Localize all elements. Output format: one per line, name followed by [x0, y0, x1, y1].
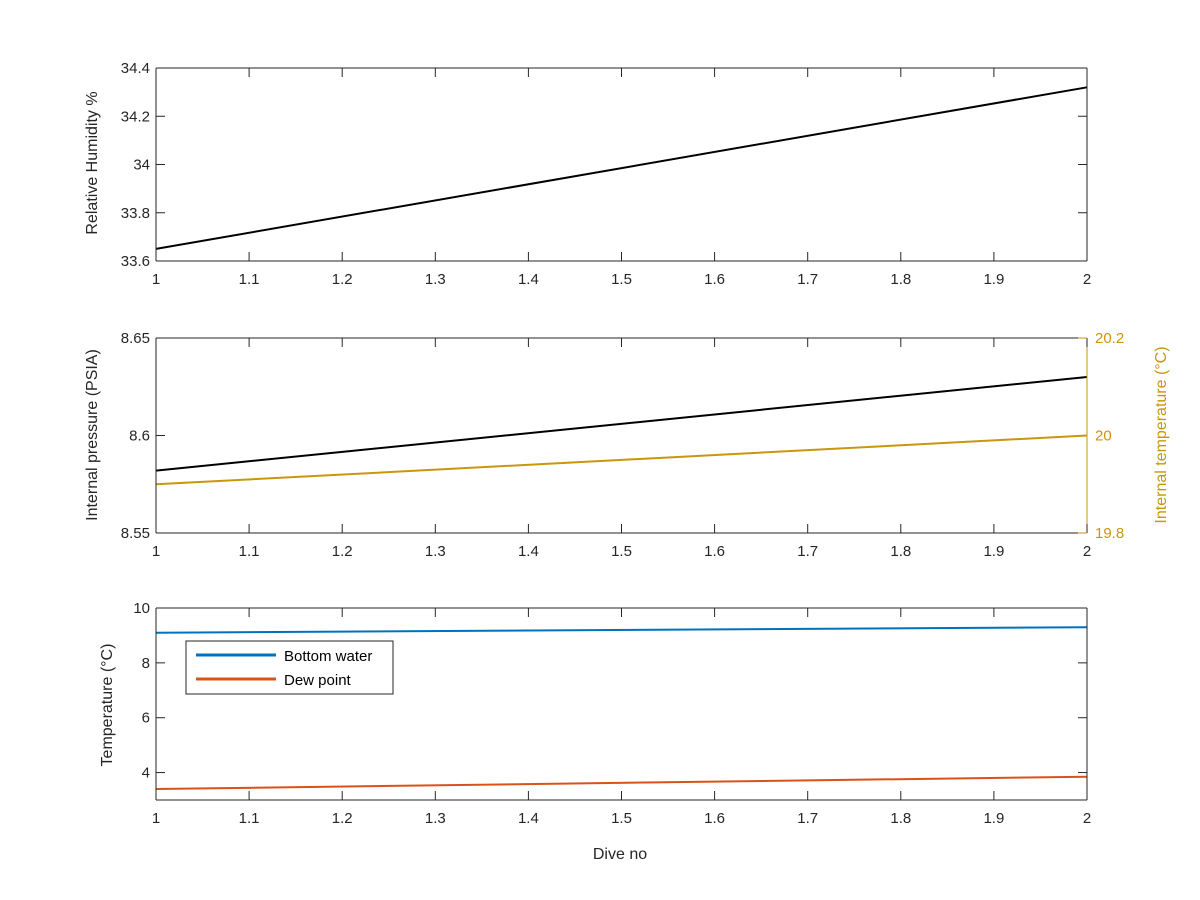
pressure-x-tick-label: 1.4: [518, 543, 539, 560]
humidity-series-line-0: [155, 86, 1088, 250]
temperature-y-tick-label: 10: [133, 600, 150, 617]
humidity-x-tick-label: 1.8: [890, 271, 911, 288]
pressure-x-tick-label: 1.1: [239, 543, 260, 560]
legend-box: [185, 640, 394, 695]
pressure-y-tick-label: 8.65: [121, 330, 150, 347]
pressure-right-y-tick-label: 20.2: [1095, 330, 1124, 347]
pressure-x-tick-label: 1.3: [425, 543, 446, 560]
humidity-x-tick-label: 1.3: [425, 271, 446, 288]
temperature-series-line-0: [155, 626, 1088, 634]
pressure-y-tick-label: 8.55: [121, 525, 150, 542]
temperature-ylabel: Temperature (°C): [99, 644, 116, 767]
humidity-x-tick-label: 1.6: [704, 271, 725, 288]
humidity-y-tick-label: 33.6: [121, 253, 150, 270]
temperature-x-tick-label: 1.3: [425, 810, 446, 827]
humidity-x-tick-label: 1.7: [797, 271, 818, 288]
temperature-series-line-1: [155, 775, 1088, 790]
temperature-x-tick-label: 1.6: [704, 810, 725, 827]
temperature-x-tick-label: 1.5: [611, 810, 632, 827]
pressure-x-tick-label: 1.7: [797, 543, 818, 560]
legend: Bottom water Dew point: [185, 640, 394, 695]
pressure-x-tick-label: 1.2: [332, 543, 353, 560]
pressure-x-tick-label: 1: [152, 543, 160, 560]
temperature-y-tick-label: 4: [142, 765, 150, 782]
temperature-x-tick-label: 1.9: [983, 810, 1004, 827]
humidity-y-tick-label: 34: [133, 157, 150, 174]
humidity-x-tick-label: 1: [152, 271, 160, 288]
pressure-series-line-0: [155, 376, 1088, 472]
pressure-x-tick-label: 1.9: [983, 543, 1004, 560]
temperature-x-tick-label: 1.2: [332, 810, 353, 827]
pressure-panel: Internal pressure (PSIA) Internal temper…: [84, 330, 1170, 560]
humidity-x-tick-label: 2: [1083, 271, 1091, 288]
pressure-x-tick-label: 2: [1083, 543, 1091, 560]
pressure-right-y-tick-label: 20: [1095, 428, 1112, 445]
humidity-y-tick-label: 33.8: [121, 205, 150, 222]
humidity-x-tick-label: 1.9: [983, 271, 1004, 288]
humidity-ylabel: Relative Humidity %: [84, 91, 101, 234]
pressure-ylabel: Internal pressure (PSIA): [84, 349, 101, 521]
humidity-y-tick-label: 34.4: [121, 60, 150, 77]
legend-label-bottom-water: Bottom water: [284, 648, 372, 665]
humidity-panel: Relative Humidity % 1 1.1 1.2 1.3 1.4 1.5 1.6 1…: [84, 60, 1091, 288]
temperature-y-tick-label: 6: [142, 710, 150, 727]
temperature-panel: Temperature (°C) Dive no 1 1.1 1.2 1.3 1.4 1.…: [99, 600, 1091, 863]
legend-label-dew-point: Dew point: [284, 672, 352, 689]
humidity-x-tick-label: 1.1: [239, 271, 260, 288]
temperature-x-tick-label: 2: [1083, 810, 1091, 827]
humidity-x-tick-label: 1.2: [332, 271, 353, 288]
internal-temperature-ylabel: Internal temperature (°C): [1153, 346, 1170, 523]
humidity-x-tick-label: 1.5: [611, 271, 632, 288]
pressure-x-tick-label: 1.8: [890, 543, 911, 560]
temperature-y-tick-label: 8: [142, 655, 150, 672]
pressure-x-tick-label: 1.5: [611, 543, 632, 560]
pressure-series-line-1: [155, 434, 1088, 486]
humidity-y-tick-label: 34.2: [121, 108, 150, 125]
pressure-y-tick-label: 8.6: [129, 428, 150, 445]
dive-no-xlabel: Dive no: [593, 846, 647, 863]
temperature-x-tick-label: 1: [152, 810, 160, 827]
temperature-x-tick-label: 1.8: [890, 810, 911, 827]
temperature-x-tick-label: 1.4: [518, 810, 539, 827]
humidity-x-tick-label: 1.4: [518, 271, 539, 288]
temperature-x-tick-label: 1.7: [797, 810, 818, 827]
pressure-x-tick-label: 1.6: [704, 543, 725, 560]
temperature-x-tick-label: 1.1: [239, 810, 260, 827]
pressure-right-y-tick-label: 19.8: [1095, 525, 1124, 542]
